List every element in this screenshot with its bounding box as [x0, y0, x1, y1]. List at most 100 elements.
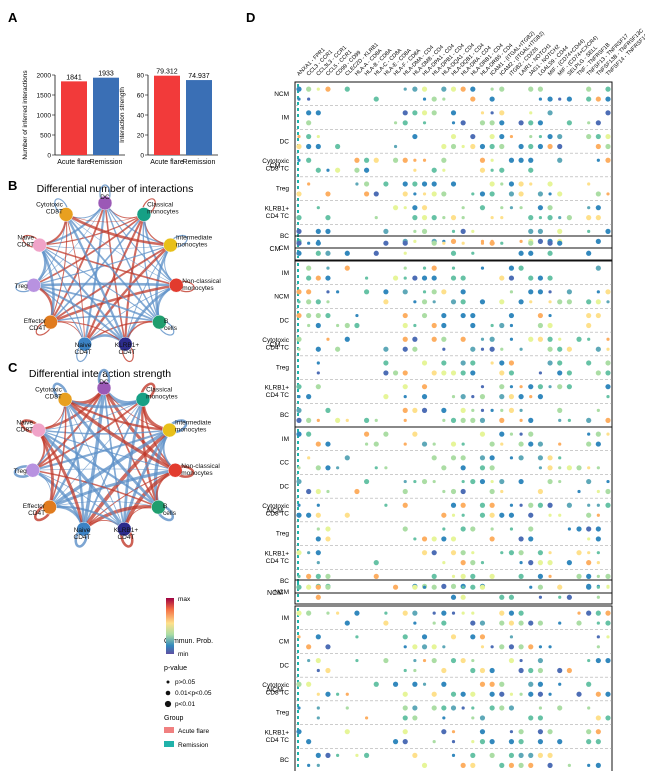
dot — [547, 478, 553, 485]
dot — [508, 594, 515, 600]
node-label: Naive CD4T — [75, 342, 92, 356]
dot — [548, 513, 552, 517]
dot — [566, 120, 572, 126]
dot — [325, 191, 331, 197]
dot — [344, 250, 350, 256]
dot — [431, 265, 437, 271]
dot — [519, 692, 523, 696]
dot — [595, 729, 601, 735]
dot — [431, 584, 437, 590]
edge — [33, 213, 145, 287]
dot — [518, 250, 524, 256]
dot — [537, 560, 544, 566]
dot — [450, 110, 457, 116]
dot — [605, 289, 611, 295]
node-label-line: Naive — [75, 342, 92, 349]
dot — [509, 337, 514, 341]
dot — [460, 86, 466, 92]
dot — [421, 644, 428, 650]
prob-gradient-bar — [166, 598, 174, 654]
dot — [470, 752, 476, 759]
dot — [500, 551, 504, 555]
node-label-line: Intermediate — [176, 235, 213, 242]
group-label-acute: Acute flare — [178, 728, 209, 735]
node-label-line: Intermediate — [175, 420, 212, 427]
dot — [306, 265, 312, 271]
row-label-line: CD8 TC — [266, 166, 290, 173]
dot — [586, 215, 592, 221]
dot — [586, 610, 592, 616]
edge — [63, 399, 85, 530]
dot — [489, 512, 495, 518]
dot — [296, 681, 302, 687]
dot — [402, 610, 408, 616]
dot — [403, 479, 407, 484]
dot — [547, 762, 553, 768]
dot — [402, 110, 408, 116]
dot — [508, 610, 515, 616]
dot — [479, 143, 486, 150]
dot — [518, 143, 524, 150]
group-title: Group — [164, 715, 184, 722]
dot — [500, 442, 504, 446]
dot — [315, 346, 321, 352]
row-label: DC — [280, 662, 290, 669]
dot — [499, 120, 505, 126]
dot — [306, 299, 312, 305]
edge — [39, 244, 177, 287]
dot — [326, 290, 330, 294]
dot — [595, 610, 601, 616]
edge — [124, 214, 145, 345]
dot — [403, 251, 407, 255]
dot — [460, 560, 466, 566]
dot — [587, 706, 591, 710]
dot — [344, 322, 350, 329]
dot — [442, 97, 446, 101]
dot — [576, 550, 582, 556]
dot — [596, 551, 600, 555]
panel-b-title: Differential number of interactions — [37, 183, 194, 195]
dot — [519, 347, 523, 351]
dot — [460, 299, 466, 305]
dot — [529, 134, 533, 139]
dot — [306, 110, 312, 116]
dot — [354, 167, 360, 173]
dot — [605, 96, 611, 102]
dot — [606, 635, 610, 639]
dot — [450, 299, 457, 305]
dot — [479, 157, 486, 163]
dot — [316, 706, 320, 710]
edge — [65, 213, 161, 323]
dot — [587, 503, 591, 507]
dot — [537, 394, 544, 400]
dot — [605, 157, 611, 163]
dot — [315, 250, 321, 256]
dot — [325, 465, 331, 471]
dot — [431, 110, 437, 116]
node — [163, 237, 178, 253]
block-group-label: NCM — [267, 687, 283, 694]
dot — [432, 442, 436, 446]
dot — [460, 657, 466, 664]
dot — [307, 551, 311, 555]
dot — [586, 441, 592, 447]
dot — [480, 561, 485, 565]
dot — [528, 691, 534, 697]
dot — [421, 312, 428, 319]
dot — [412, 705, 418, 711]
row-label-line: Cytotoxic — [262, 682, 289, 689]
node — [58, 207, 74, 222]
y-tick-label: 80 — [137, 73, 145, 80]
x-tick-label: Acute flare — [57, 159, 91, 166]
dot — [325, 752, 331, 759]
dot — [422, 290, 427, 294]
dot — [518, 739, 524, 745]
dot — [345, 418, 349, 422]
dot — [421, 536, 428, 542]
dot — [412, 275, 418, 281]
edge — [32, 469, 159, 508]
dot — [528, 157, 534, 163]
dot — [537, 441, 544, 447]
dot — [538, 645, 543, 649]
dot — [547, 110, 553, 116]
